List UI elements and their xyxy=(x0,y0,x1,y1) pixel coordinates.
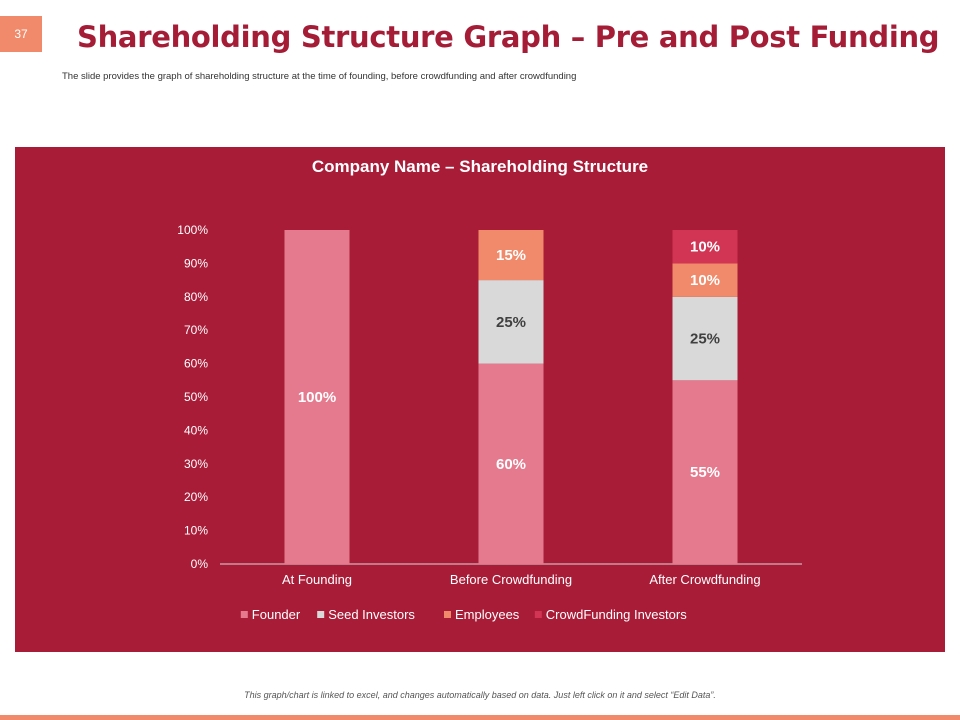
chart-title: Company Name – Shareholding Structure xyxy=(312,157,648,176)
bar-seed-investors xyxy=(478,280,544,364)
x-category-label: After Crowdfunding xyxy=(649,572,760,587)
y-tick-label: 90% xyxy=(184,256,208,270)
legend-label: Employees xyxy=(455,607,520,622)
data-label: 25% xyxy=(690,331,720,348)
data-label: 100% xyxy=(298,389,336,406)
legend-swatch-employees xyxy=(444,611,451,618)
y-tick-label: 100% xyxy=(177,223,208,237)
bar-crowdfunding-investors xyxy=(672,230,738,264)
legend-label: CrowdFunding Investors xyxy=(546,607,687,622)
data-label: 60% xyxy=(496,456,526,473)
data-label: 25% xyxy=(496,314,526,331)
legend-swatch-crowdfunding-investors xyxy=(534,611,542,618)
legend-swatch-seed-investors xyxy=(317,611,325,618)
y-tick-label: 40% xyxy=(184,423,208,437)
legend-label: Founder xyxy=(252,607,301,622)
page-number-badge: 37 xyxy=(0,16,42,52)
bottom-accent-bar xyxy=(0,715,960,720)
y-tick-label: 10% xyxy=(184,524,208,538)
x-category-label: Before Crowdfunding xyxy=(450,572,572,587)
y-tick-label: 0% xyxy=(191,557,209,571)
y-tick-label: 60% xyxy=(184,357,208,371)
stacked-bar-chart: Company Name – Shareholding Structure 0% 1… xyxy=(177,157,802,622)
data-label: 15% xyxy=(496,247,526,264)
footnote: This graph/chart is linked to excel, and… xyxy=(244,690,716,700)
legend-swatch-founder xyxy=(240,611,248,618)
bar-seed-investors xyxy=(672,296,738,381)
y-tick-label: 70% xyxy=(184,323,208,337)
bar-employees xyxy=(478,230,544,281)
x-category-label: At Founding xyxy=(282,572,352,587)
bar-founder xyxy=(478,363,544,564)
data-label: 10% xyxy=(690,272,720,289)
data-label: 10% xyxy=(690,239,720,256)
y-tick-label: 50% xyxy=(184,390,208,404)
bar-founder xyxy=(672,380,738,564)
y-tick-label: 80% xyxy=(184,290,208,304)
chart-panel[interactable]: Company Name – Shareholding Structure 0% 1… xyxy=(15,147,945,652)
bar-founder xyxy=(284,230,350,564)
y-tick-label: 30% xyxy=(184,457,208,471)
y-tick-label: 20% xyxy=(184,490,208,504)
slide-subtitle: The slide provides the graph of sharehol… xyxy=(62,71,577,82)
data-label: 55% xyxy=(690,464,720,481)
bar-employees xyxy=(672,263,738,297)
slide-title: Shareholding Structure Graph – Pre and P… xyxy=(77,20,940,54)
legend-label: Seed Investors xyxy=(328,607,415,622)
